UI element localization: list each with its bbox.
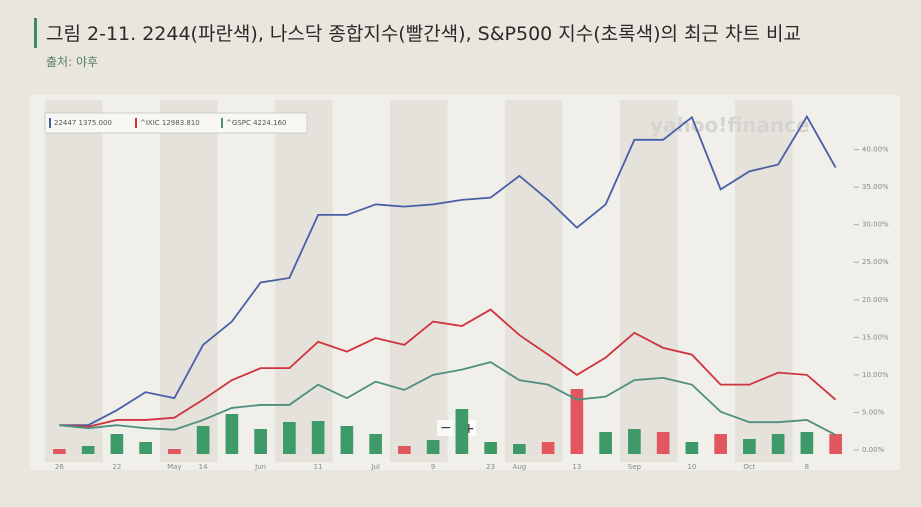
- legend-box: [44, 112, 308, 134]
- x-tick-label: 9: [431, 463, 435, 471]
- x-tick-label: Aug: [513, 463, 527, 471]
- stripe: [735, 100, 793, 462]
- volume-bar: [225, 414, 239, 454]
- y-tick-label: 5.00%: [862, 408, 885, 416]
- volume-bar: [771, 434, 785, 454]
- legend-label: ^IXIC 12983.810: [140, 119, 200, 127]
- stripe: [620, 100, 678, 462]
- volume-bar: [81, 446, 95, 454]
- y-tick-label: 35.00%: [862, 183, 889, 191]
- series-line: [59, 361, 837, 436]
- volume-bar: [599, 432, 612, 454]
- volume-bar: [829, 434, 842, 454]
- volume-bar: [168, 449, 181, 454]
- stripe: [160, 100, 218, 462]
- volume-bar: [570, 389, 584, 454]
- volume-bar: [714, 434, 727, 454]
- volume-bar: [283, 422, 296, 454]
- x-tick-label: May: [167, 463, 181, 471]
- figure-title: 그림 2-11. 2244(파란색), 나스닥 종합지수(빨간색), S&P50…: [46, 23, 801, 45]
- source: 출처: 야후: [46, 55, 98, 69]
- x-tick-label: Jul: [370, 463, 380, 471]
- y-tick-label: 20.00%: [862, 296, 889, 304]
- x-tick-label: 14: [199, 463, 208, 471]
- volume-bar: [254, 429, 267, 454]
- title-accent: [34, 18, 37, 48]
- volume-bar: [311, 421, 325, 454]
- volume-bar: [340, 426, 354, 454]
- x-tick-label: 10: [687, 463, 696, 471]
- x-tick-label: Jun: [254, 463, 266, 471]
- volume-bar: [743, 439, 756, 454]
- x-tick-label: Sep: [628, 463, 642, 471]
- volume-bar: [110, 434, 124, 454]
- volume-bar: [196, 426, 210, 454]
- y-tick-label: 40.00%: [862, 146, 889, 154]
- volume-bar: [656, 432, 670, 454]
- volume-bar: [513, 444, 526, 454]
- x-tick-label: 8: [805, 463, 809, 471]
- y-tick-label: 25.00%: [862, 258, 889, 266]
- volume-bar: [484, 442, 497, 454]
- x-tick-label: 11: [314, 463, 323, 471]
- legend-label: ^GSPC 4224.160: [226, 119, 286, 127]
- stripe: [45, 100, 103, 462]
- y-tick-label: 15.00%: [862, 333, 889, 341]
- watermark: yahoo!finance: [650, 113, 810, 137]
- volume-bar: [369, 434, 382, 454]
- x-tick-label: 13: [572, 463, 581, 471]
- y-tick-label: 30.00%: [862, 221, 889, 229]
- x-tick-label: 22: [112, 463, 121, 471]
- volume-bar: [541, 442, 555, 454]
- x-tick-label: Oct: [743, 463, 755, 471]
- volume-bar: [53, 449, 66, 454]
- stripe: [390, 100, 448, 462]
- zoom-out-icon: −: [440, 420, 452, 436]
- series-line: [59, 308, 837, 428]
- x-tick-label: 26: [55, 463, 64, 471]
- series-line: [59, 114, 837, 427]
- zoom-in-icon: +: [463, 421, 475, 437]
- volume-bar: [426, 440, 440, 454]
- x-tick-label: 23: [486, 463, 495, 471]
- legend-label: 22447 1375.000: [54, 119, 112, 127]
- y-tick-label: 0.00%: [862, 446, 885, 454]
- stripe: [275, 100, 333, 462]
- volume-bar: [398, 446, 411, 454]
- stripe: [505, 100, 563, 462]
- zoom-out[interactable]: [437, 420, 453, 436]
- volume-bar: [800, 432, 814, 454]
- volume-bar: [139, 442, 152, 454]
- volume-bar: [455, 409, 469, 454]
- volume-bar: [685, 442, 699, 454]
- volume-bar: [628, 429, 641, 454]
- y-tick-label: 10.00%: [862, 371, 889, 379]
